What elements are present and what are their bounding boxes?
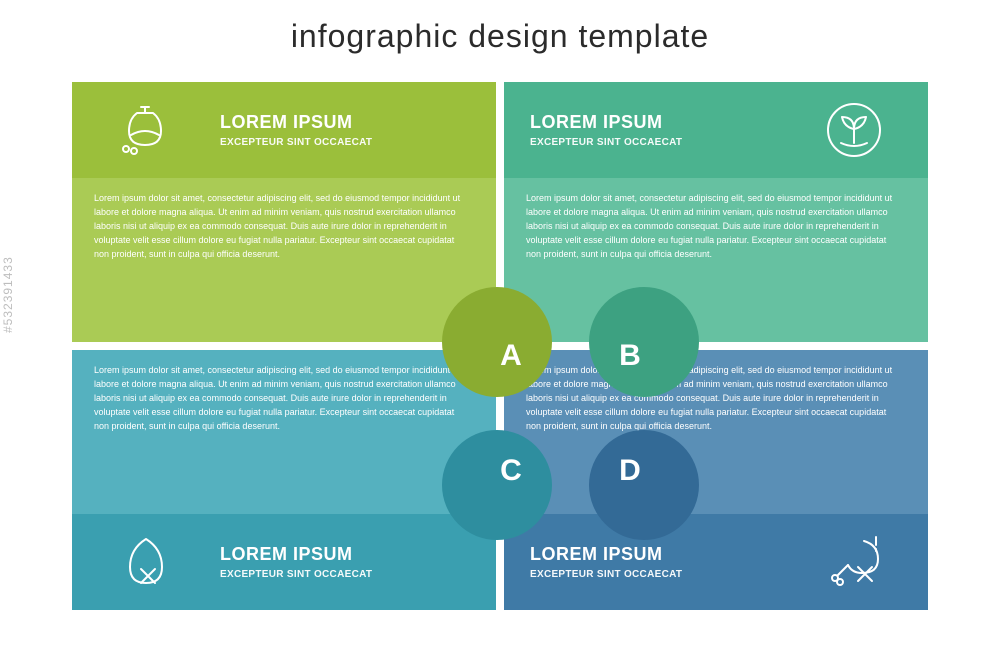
oil-bottle-icon [72, 95, 220, 165]
card-d-body: Lorem ipsum dolor sit amet, consectetur … [504, 350, 928, 514]
card-a-titles: LOREM IPSUM EXCEPTEUR SINT OCCAECAT [220, 112, 496, 148]
card-c-titles: LOREM IPSUM EXCEPTEUR SINT OCCAECAT [220, 544, 496, 580]
badge-a: A [442, 287, 552, 397]
card-a-subheading: EXCEPTEUR SINT OCCAECAT [220, 137, 496, 148]
no-egg-icon [72, 527, 220, 597]
card-d-heading: LOREM IPSUM [530, 544, 780, 565]
card-d-header: LOREM IPSUM EXCEPTEUR SINT OCCAECAT [504, 514, 928, 610]
card-c-heading: LOREM IPSUM [220, 544, 496, 565]
badge-c: C [442, 430, 552, 540]
card-b-heading: LOREM IPSUM [530, 112, 780, 133]
card-a: LOREM IPSUM EXCEPTEUR SINT OCCAECAT Lore… [72, 82, 496, 342]
card-a-body: Lorem ipsum dolor sit amet, consectetur … [72, 178, 496, 342]
card-c: LOREM IPSUM EXCEPTEUR SINT OCCAECAT Lore… [72, 350, 496, 610]
card-c-header: LOREM IPSUM EXCEPTEUR SINT OCCAECAT [72, 514, 496, 610]
card-d-subheading: EXCEPTEUR SINT OCCAECAT [530, 569, 780, 580]
badge-d-letter: D [619, 454, 641, 488]
card-b-subheading: EXCEPTEUR SINT OCCAECAT [530, 137, 780, 148]
badge-c-letter: C [500, 454, 522, 488]
card-d-titles: LOREM IPSUM EXCEPTEUR SINT OCCAECAT [504, 544, 780, 580]
card-a-header: LOREM IPSUM EXCEPTEUR SINT OCCAECAT [72, 82, 496, 178]
page-title: infographic design template [0, 18, 1000, 55]
card-b-body: Lorem ipsum dolor sit amet, consectetur … [504, 178, 928, 342]
sprout-circle-icon [780, 95, 928, 165]
card-b: LOREM IPSUM EXCEPTEUR SINT OCCAECAT Lore… [504, 82, 928, 342]
badge-b: B [589, 287, 699, 397]
card-c-subheading: EXCEPTEUR SINT OCCAECAT [220, 569, 496, 580]
badge-a-letter: A [500, 339, 522, 373]
badge-b-letter: B [619, 339, 641, 373]
no-meat-icon [780, 527, 928, 597]
infographic-grid: LOREM IPSUM EXCEPTEUR SINT OCCAECAT Lore… [72, 82, 928, 610]
watermark-id: #532391433 [1, 256, 15, 333]
card-d: LOREM IPSUM EXCEPTEUR SINT OCCAECAT Lore… [504, 350, 928, 610]
card-a-heading: LOREM IPSUM [220, 112, 496, 133]
card-b-header: LOREM IPSUM EXCEPTEUR SINT OCCAECAT [504, 82, 928, 178]
card-c-body: Lorem ipsum dolor sit amet, consectetur … [72, 350, 496, 514]
badge-d: D [589, 430, 699, 540]
card-b-titles: LOREM IPSUM EXCEPTEUR SINT OCCAECAT [504, 112, 780, 148]
